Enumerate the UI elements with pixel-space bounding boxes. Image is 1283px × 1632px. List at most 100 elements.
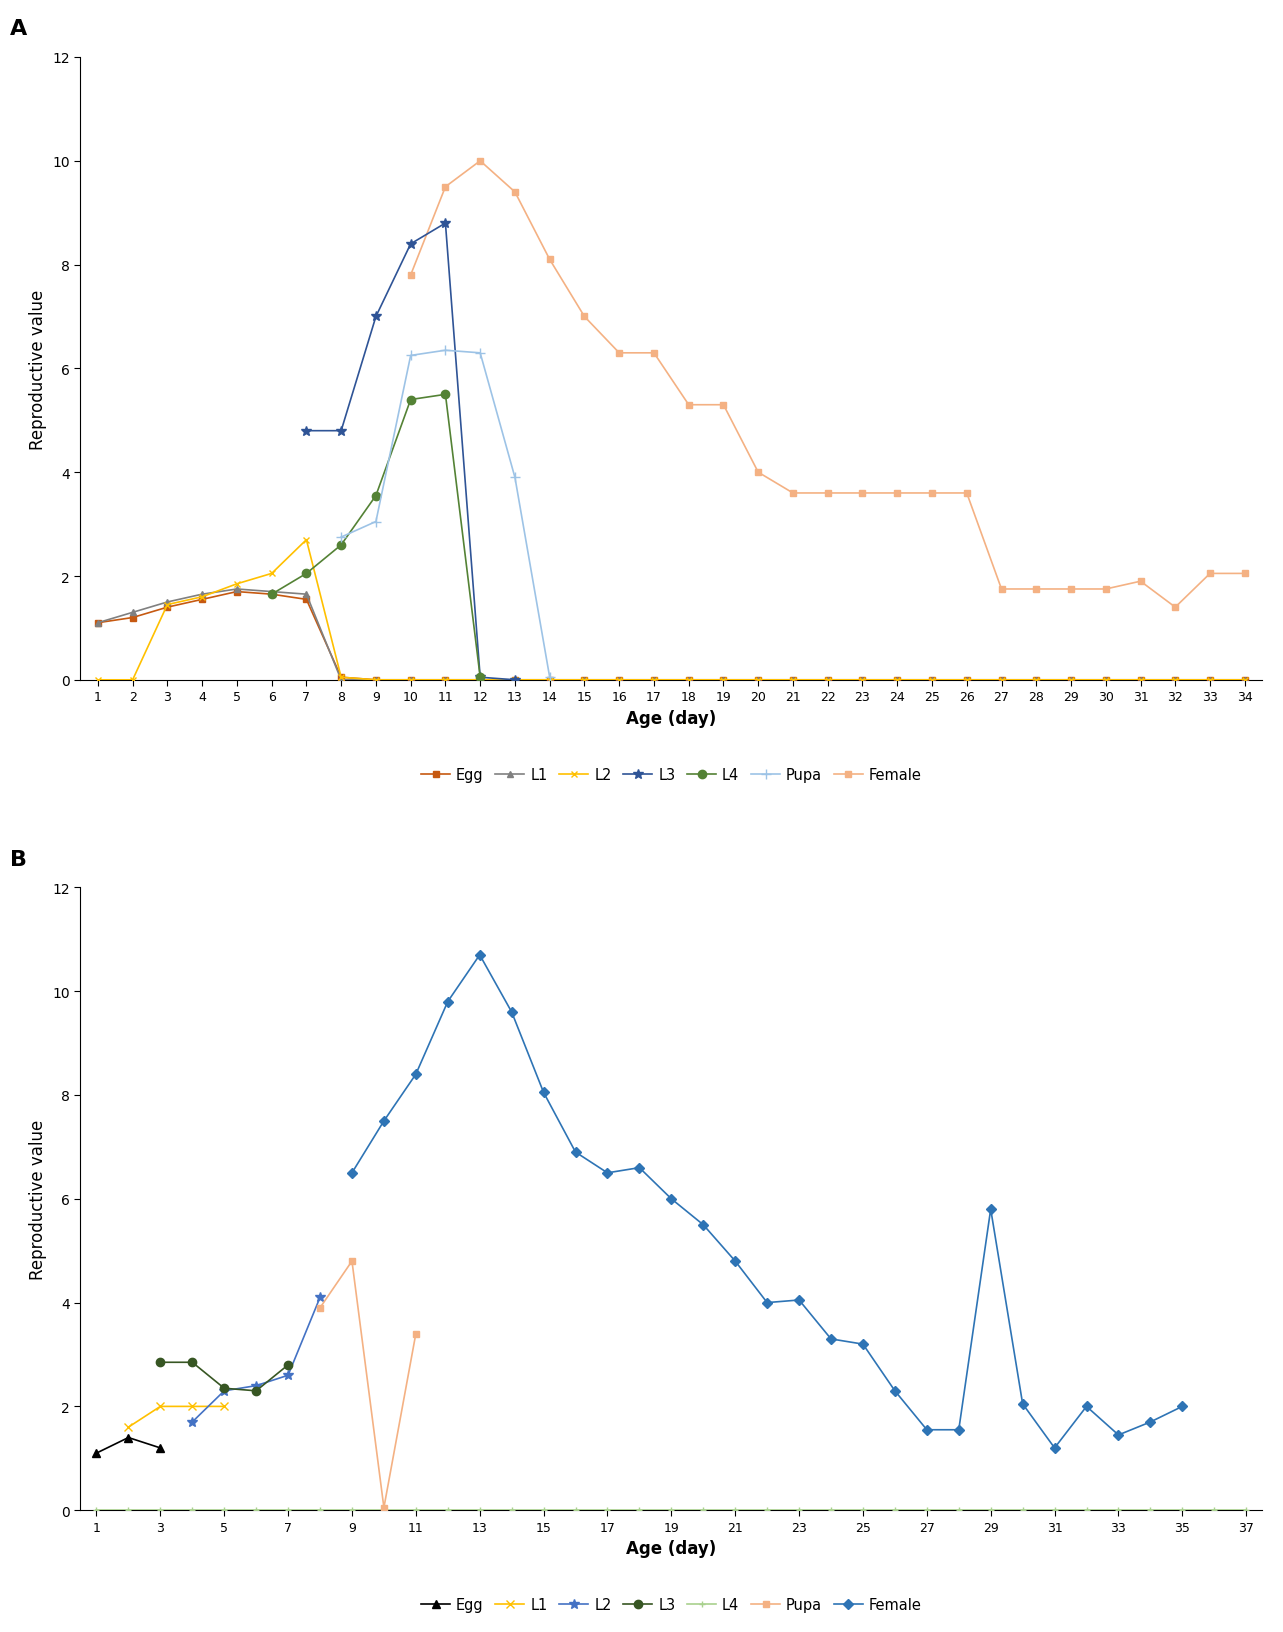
Female bbox=[663, 1190, 679, 1209]
Female bbox=[1064, 579, 1079, 599]
L2 bbox=[368, 671, 384, 690]
L4 bbox=[368, 486, 384, 506]
Female bbox=[647, 344, 662, 364]
Egg bbox=[751, 671, 766, 690]
L4 bbox=[1047, 1500, 1062, 1519]
L1 bbox=[264, 583, 280, 602]
Egg bbox=[924, 671, 939, 690]
L4 bbox=[403, 390, 418, 410]
L4 bbox=[408, 1500, 423, 1519]
L2 bbox=[1029, 671, 1044, 690]
L1 bbox=[785, 671, 801, 690]
L4 bbox=[663, 1500, 679, 1519]
Female bbox=[472, 945, 488, 965]
L4 bbox=[983, 1500, 998, 1519]
Egg bbox=[438, 671, 453, 690]
Egg bbox=[121, 1428, 136, 1448]
Egg bbox=[1064, 671, 1079, 690]
L2 bbox=[403, 671, 418, 690]
Female bbox=[983, 1200, 998, 1219]
L1 bbox=[751, 671, 766, 690]
L2 bbox=[159, 596, 174, 615]
Pupa bbox=[376, 1498, 391, 1518]
L1 bbox=[90, 614, 105, 633]
L1 bbox=[299, 584, 314, 604]
Y-axis label: Reproductive value: Reproductive value bbox=[30, 1120, 47, 1279]
Legend: Egg, L1, L2, L3, L4, Pupa, Female: Egg, L1, L2, L3, L4, Pupa, Female bbox=[416, 761, 928, 788]
L1 bbox=[334, 671, 349, 690]
X-axis label: Age (day): Age (day) bbox=[626, 1539, 716, 1557]
L4 bbox=[1175, 1500, 1191, 1519]
L4 bbox=[1143, 1500, 1159, 1519]
L4 bbox=[334, 535, 349, 555]
Line: Female: Female bbox=[408, 158, 1247, 610]
L4 bbox=[1238, 1500, 1253, 1519]
Pupa bbox=[344, 1252, 359, 1271]
L4 bbox=[472, 667, 488, 687]
Female bbox=[785, 483, 801, 503]
Line: L3: L3 bbox=[157, 1358, 293, 1395]
L2 bbox=[716, 671, 731, 690]
L1 bbox=[577, 671, 593, 690]
L2 bbox=[577, 671, 593, 690]
Female bbox=[1175, 1397, 1191, 1417]
Egg bbox=[577, 671, 593, 690]
Pupa bbox=[541, 667, 557, 687]
Female bbox=[751, 463, 766, 483]
L4 bbox=[376, 1500, 391, 1519]
L2 bbox=[751, 671, 766, 690]
Female bbox=[599, 1164, 615, 1183]
Female bbox=[1015, 1394, 1030, 1413]
X-axis label: Age (day): Age (day) bbox=[626, 710, 716, 728]
Line: L4: L4 bbox=[92, 1506, 1250, 1514]
L1 bbox=[889, 671, 905, 690]
L2 bbox=[299, 530, 314, 550]
Egg bbox=[716, 671, 731, 690]
Legend: Egg, L1, L2, L3, L4, Pupa, Female: Egg, L1, L2, L3, L4, Pupa, Female bbox=[416, 1591, 928, 1617]
L1 bbox=[612, 671, 627, 690]
L2 bbox=[195, 588, 210, 607]
Egg bbox=[507, 671, 522, 690]
Egg bbox=[647, 671, 662, 690]
L4 bbox=[438, 385, 453, 405]
L1 bbox=[403, 671, 418, 690]
Line: Pupa: Pupa bbox=[336, 346, 554, 682]
L1 bbox=[716, 671, 731, 690]
L1 bbox=[153, 1397, 168, 1417]
L1 bbox=[195, 584, 210, 604]
L2 bbox=[1098, 671, 1114, 690]
Line: L2: L2 bbox=[187, 1293, 325, 1426]
L4 bbox=[919, 1500, 934, 1519]
Female bbox=[681, 395, 697, 415]
L4 bbox=[536, 1500, 552, 1519]
Egg bbox=[368, 671, 384, 690]
L4 bbox=[217, 1500, 232, 1519]
L4 bbox=[1206, 1500, 1221, 1519]
Female bbox=[919, 1420, 934, 1439]
L1 bbox=[230, 579, 245, 599]
Female bbox=[507, 183, 522, 202]
L1 bbox=[121, 1418, 136, 1438]
Egg bbox=[1202, 671, 1218, 690]
Egg bbox=[159, 597, 174, 617]
L4 bbox=[856, 1500, 871, 1519]
Female bbox=[792, 1291, 807, 1310]
L2 bbox=[785, 671, 801, 690]
Female bbox=[1168, 597, 1183, 617]
L2 bbox=[681, 671, 697, 690]
L3 bbox=[217, 1379, 232, 1399]
Line: L4: L4 bbox=[267, 392, 485, 682]
L1 bbox=[472, 671, 488, 690]
L1 bbox=[924, 671, 939, 690]
L3 bbox=[438, 214, 453, 233]
L1 bbox=[368, 671, 384, 690]
L1 bbox=[1029, 671, 1044, 690]
L4 bbox=[695, 1500, 711, 1519]
L1 bbox=[1237, 671, 1252, 690]
L2 bbox=[1064, 671, 1079, 690]
Egg bbox=[994, 671, 1010, 690]
Line: Egg: Egg bbox=[95, 589, 1247, 684]
L2 bbox=[90, 671, 105, 690]
Female bbox=[1237, 565, 1252, 584]
Egg bbox=[889, 671, 905, 690]
